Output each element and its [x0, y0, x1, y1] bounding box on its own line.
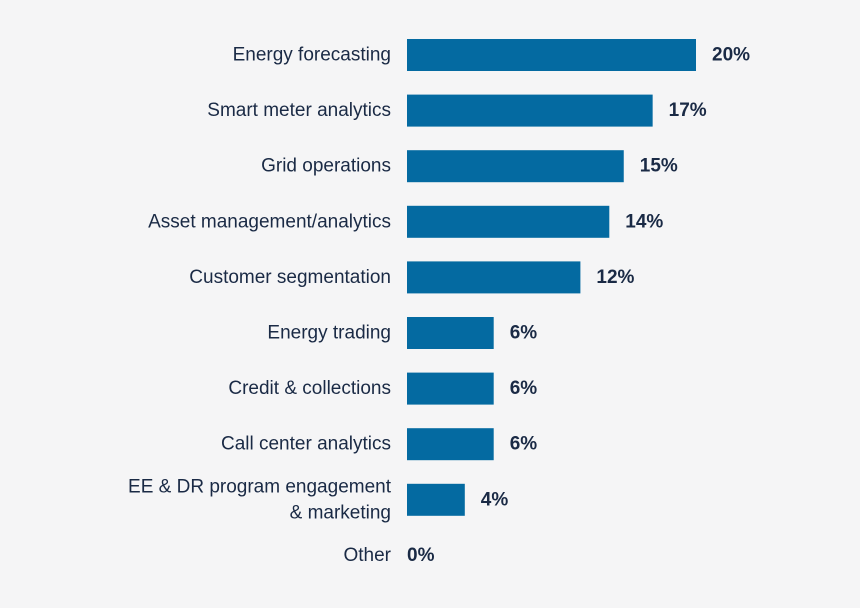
- category-label-line: Smart meter analytics: [207, 100, 391, 121]
- value-label: 20%: [712, 45, 750, 66]
- category-label-line: Energy forecasting: [233, 45, 391, 66]
- value-label: 6%: [510, 434, 538, 455]
- bars-group: [407, 39, 696, 516]
- value-label: 4%: [481, 489, 509, 510]
- category-label-line: Credit & collections: [228, 378, 391, 399]
- bar: [407, 150, 624, 183]
- bar: [407, 428, 494, 461]
- category-label-line: Call center analytics: [221, 434, 391, 455]
- category-label-line: Energy trading: [267, 323, 391, 344]
- category-label: Energy forecasting: [233, 45, 391, 66]
- value-label: 12%: [596, 267, 634, 288]
- category-label: Grid operations: [261, 156, 391, 177]
- value-labels-group: 20% 17% 15% 14% 12% 6% 6% 6% 4% 0%: [407, 45, 750, 566]
- value-label: 0%: [407, 545, 435, 566]
- bar: [407, 483, 465, 516]
- category-label: Call center analytics: [221, 434, 391, 455]
- category-label-line: Grid operations: [261, 156, 391, 177]
- value-label: 15%: [640, 156, 678, 177]
- value-label: 17%: [669, 100, 707, 121]
- category-label: Smart meter analytics: [207, 100, 391, 121]
- category-label-line: & marketing: [290, 502, 391, 523]
- bar: [407, 205, 610, 238]
- value-label: 14%: [625, 211, 663, 232]
- bar: [407, 94, 653, 127]
- category-label-line: EE & DR program engagement: [128, 476, 392, 497]
- category-label: Credit & collections: [228, 378, 391, 399]
- bar: [407, 39, 696, 71]
- category-labels-group: Energy forecasting Smart meter analytics G…: [128, 45, 392, 566]
- value-label: 6%: [510, 378, 538, 399]
- category-label: Customer segmentation: [189, 267, 391, 288]
- category-label: Energy trading: [267, 323, 391, 344]
- category-label-line: Other: [343, 545, 391, 566]
- category-label: Asset management/analytics: [148, 211, 391, 232]
- category-label: Other: [343, 545, 391, 566]
- value-label: 6%: [510, 323, 538, 344]
- bar: [407, 317, 494, 349]
- category-label-line: Customer segmentation: [189, 267, 391, 288]
- bar: [407, 261, 581, 294]
- bar: [407, 372, 494, 405]
- category-label-line: Asset management/analytics: [148, 211, 391, 232]
- category-label: EE & DR program engagement & marketing: [128, 476, 392, 523]
